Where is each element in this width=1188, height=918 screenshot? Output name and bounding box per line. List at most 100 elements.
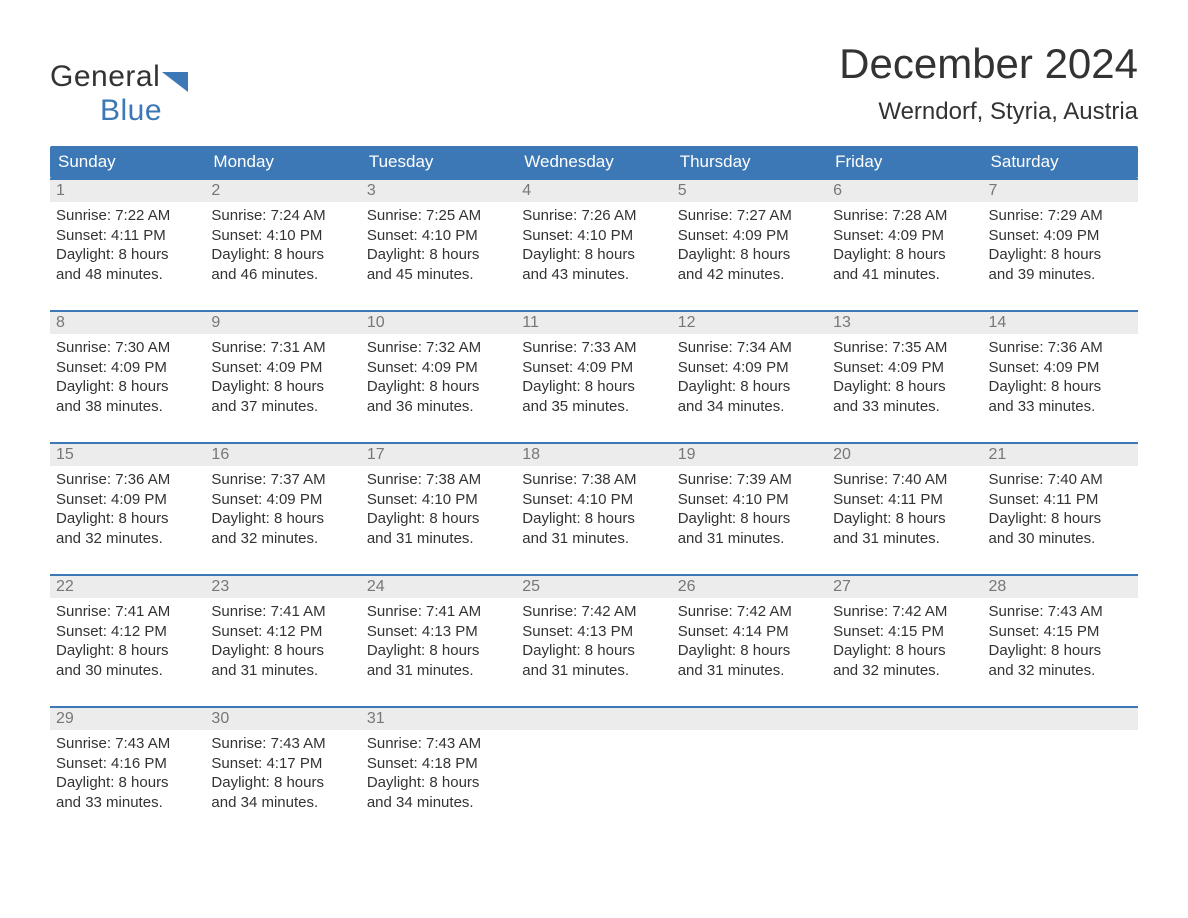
day-number: . — [516, 708, 671, 730]
day-number: 28 — [983, 576, 1138, 598]
daylight-line-2: and 31 minutes. — [367, 661, 510, 681]
sunrise-line: Sunrise: 7:36 AM — [989, 338, 1132, 358]
daylight-line-2: and 31 minutes. — [522, 529, 665, 549]
day-number: 9 — [205, 312, 360, 334]
sunrise-line: Sunrise: 7:40 AM — [989, 470, 1132, 490]
day-cell: Sunrise: 7:39 AMSunset: 4:10 PMDaylight:… — [672, 466, 827, 556]
daylight-line-2: and 31 minutes. — [367, 529, 510, 549]
sunrise-line: Sunrise: 7:26 AM — [522, 206, 665, 226]
sunrise-line: Sunrise: 7:39 AM — [678, 470, 821, 490]
daylight-line-1: Daylight: 8 hours — [367, 773, 510, 793]
daylight-line-2: and 31 minutes. — [211, 661, 354, 681]
day-number: 2 — [205, 180, 360, 202]
daylight-line-2: and 45 minutes. — [367, 265, 510, 285]
week-row: 891011121314Sunrise: 7:30 AMSunset: 4:09… — [50, 310, 1138, 424]
dow-cell: Friday — [827, 146, 982, 178]
sunset-line: Sunset: 4:09 PM — [56, 490, 199, 510]
sunset-line: Sunset: 4:09 PM — [56, 358, 199, 378]
sunset-line: Sunset: 4:09 PM — [989, 358, 1132, 378]
day-cell: Sunrise: 7:32 AMSunset: 4:09 PMDaylight:… — [361, 334, 516, 424]
brand-line1: General — [50, 60, 160, 93]
sunset-line: Sunset: 4:15 PM — [833, 622, 976, 642]
day-number: 11 — [516, 312, 671, 334]
sunrise-line: Sunrise: 7:30 AM — [56, 338, 199, 358]
day-number: 21 — [983, 444, 1138, 466]
sunrise-line: Sunrise: 7:38 AM — [367, 470, 510, 490]
sunrise-line: Sunrise: 7:42 AM — [833, 602, 976, 622]
sunset-line: Sunset: 4:18 PM — [367, 754, 510, 774]
day-content-row: Sunrise: 7:43 AMSunset: 4:16 PMDaylight:… — [50, 730, 1138, 820]
sunset-line: Sunset: 4:10 PM — [367, 490, 510, 510]
sunrise-line: Sunrise: 7:27 AM — [678, 206, 821, 226]
day-number: 29 — [50, 708, 205, 730]
day-cell: Sunrise: 7:43 AMSunset: 4:15 PMDaylight:… — [983, 598, 1138, 688]
daylight-line-2: and 31 minutes. — [678, 529, 821, 549]
title-block: December 2024 Werndorf, Styria, Austria — [839, 40, 1138, 126]
daylight-line-2: and 34 minutes. — [211, 793, 354, 813]
sunrise-line: Sunrise: 7:40 AM — [833, 470, 976, 490]
day-cell — [672, 730, 827, 820]
day-cell: Sunrise: 7:26 AMSunset: 4:10 PMDaylight:… — [516, 202, 671, 292]
day-cell — [983, 730, 1138, 820]
day-content-row: Sunrise: 7:41 AMSunset: 4:12 PMDaylight:… — [50, 598, 1138, 688]
calendar-grid: SundayMondayTuesdayWednesdayThursdayFrid… — [50, 146, 1138, 820]
week-row: 293031....Sunrise: 7:43 AMSunset: 4:16 P… — [50, 706, 1138, 820]
day-cell: Sunrise: 7:41 AMSunset: 4:12 PMDaylight:… — [205, 598, 360, 688]
daylight-line-2: and 31 minutes. — [522, 661, 665, 681]
header-row: General Blue December 2024 Werndorf, Sty… — [50, 40, 1138, 128]
day-cell: Sunrise: 7:40 AMSunset: 4:11 PMDaylight:… — [827, 466, 982, 556]
sunrise-line: Sunrise: 7:43 AM — [989, 602, 1132, 622]
daylight-line-2: and 37 minutes. — [211, 397, 354, 417]
day-number-row: 293031.... — [50, 706, 1138, 730]
day-cell: Sunrise: 7:28 AMSunset: 4:09 PMDaylight:… — [827, 202, 982, 292]
sunset-line: Sunset: 4:09 PM — [833, 226, 976, 246]
day-cell: Sunrise: 7:22 AMSunset: 4:11 PMDaylight:… — [50, 202, 205, 292]
sunrise-line: Sunrise: 7:24 AM — [211, 206, 354, 226]
daylight-line-2: and 30 minutes. — [989, 529, 1132, 549]
day-cell: Sunrise: 7:30 AMSunset: 4:09 PMDaylight:… — [50, 334, 205, 424]
day-cell: Sunrise: 7:36 AMSunset: 4:09 PMDaylight:… — [983, 334, 1138, 424]
day-number: 12 — [672, 312, 827, 334]
daylight-line-1: Daylight: 8 hours — [833, 245, 976, 265]
day-number: 23 — [205, 576, 360, 598]
sunset-line: Sunset: 4:16 PM — [56, 754, 199, 774]
daylight-line-1: Daylight: 8 hours — [211, 773, 354, 793]
week-row: 1234567Sunrise: 7:22 AMSunset: 4:11 PMDa… — [50, 178, 1138, 292]
day-cell: Sunrise: 7:37 AMSunset: 4:09 PMDaylight:… — [205, 466, 360, 556]
daylight-line-1: Daylight: 8 hours — [211, 377, 354, 397]
sunrise-line: Sunrise: 7:38 AM — [522, 470, 665, 490]
daylight-line-2: and 36 minutes. — [367, 397, 510, 417]
dow-cell: Tuesday — [361, 146, 516, 178]
month-title: December 2024 — [839, 40, 1138, 88]
day-content-row: Sunrise: 7:30 AMSunset: 4:09 PMDaylight:… — [50, 334, 1138, 424]
location-title: Werndorf, Styria, Austria — [839, 98, 1138, 126]
sunrise-line: Sunrise: 7:43 AM — [211, 734, 354, 754]
day-number: 4 — [516, 180, 671, 202]
daylight-line-2: and 42 minutes. — [678, 265, 821, 285]
sunrise-line: Sunrise: 7:29 AM — [989, 206, 1132, 226]
sunset-line: Sunset: 4:09 PM — [211, 490, 354, 510]
sunset-line: Sunset: 4:10 PM — [522, 490, 665, 510]
daylight-line-1: Daylight: 8 hours — [833, 377, 976, 397]
day-number: 27 — [827, 576, 982, 598]
sunset-line: Sunset: 4:17 PM — [211, 754, 354, 774]
sunrise-line: Sunrise: 7:36 AM — [56, 470, 199, 490]
sunset-line: Sunset: 4:09 PM — [367, 358, 510, 378]
daylight-line-2: and 41 minutes. — [833, 265, 976, 285]
day-cell: Sunrise: 7:36 AMSunset: 4:09 PMDaylight:… — [50, 466, 205, 556]
sunrise-line: Sunrise: 7:43 AM — [56, 734, 199, 754]
day-cell: Sunrise: 7:35 AMSunset: 4:09 PMDaylight:… — [827, 334, 982, 424]
day-number: 20 — [827, 444, 982, 466]
daylight-line-2: and 34 minutes. — [678, 397, 821, 417]
sunrise-line: Sunrise: 7:41 AM — [211, 602, 354, 622]
sunset-line: Sunset: 4:09 PM — [678, 226, 821, 246]
day-cell: Sunrise: 7:41 AMSunset: 4:13 PMDaylight:… — [361, 598, 516, 688]
day-number: 7 — [983, 180, 1138, 202]
sunset-line: Sunset: 4:14 PM — [678, 622, 821, 642]
day-number: 14 — [983, 312, 1138, 334]
daylight-line-2: and 48 minutes. — [56, 265, 199, 285]
daylight-line-2: and 32 minutes. — [989, 661, 1132, 681]
dow-cell: Saturday — [983, 146, 1138, 178]
sunset-line: Sunset: 4:11 PM — [56, 226, 199, 246]
daylight-line-2: and 34 minutes. — [367, 793, 510, 813]
